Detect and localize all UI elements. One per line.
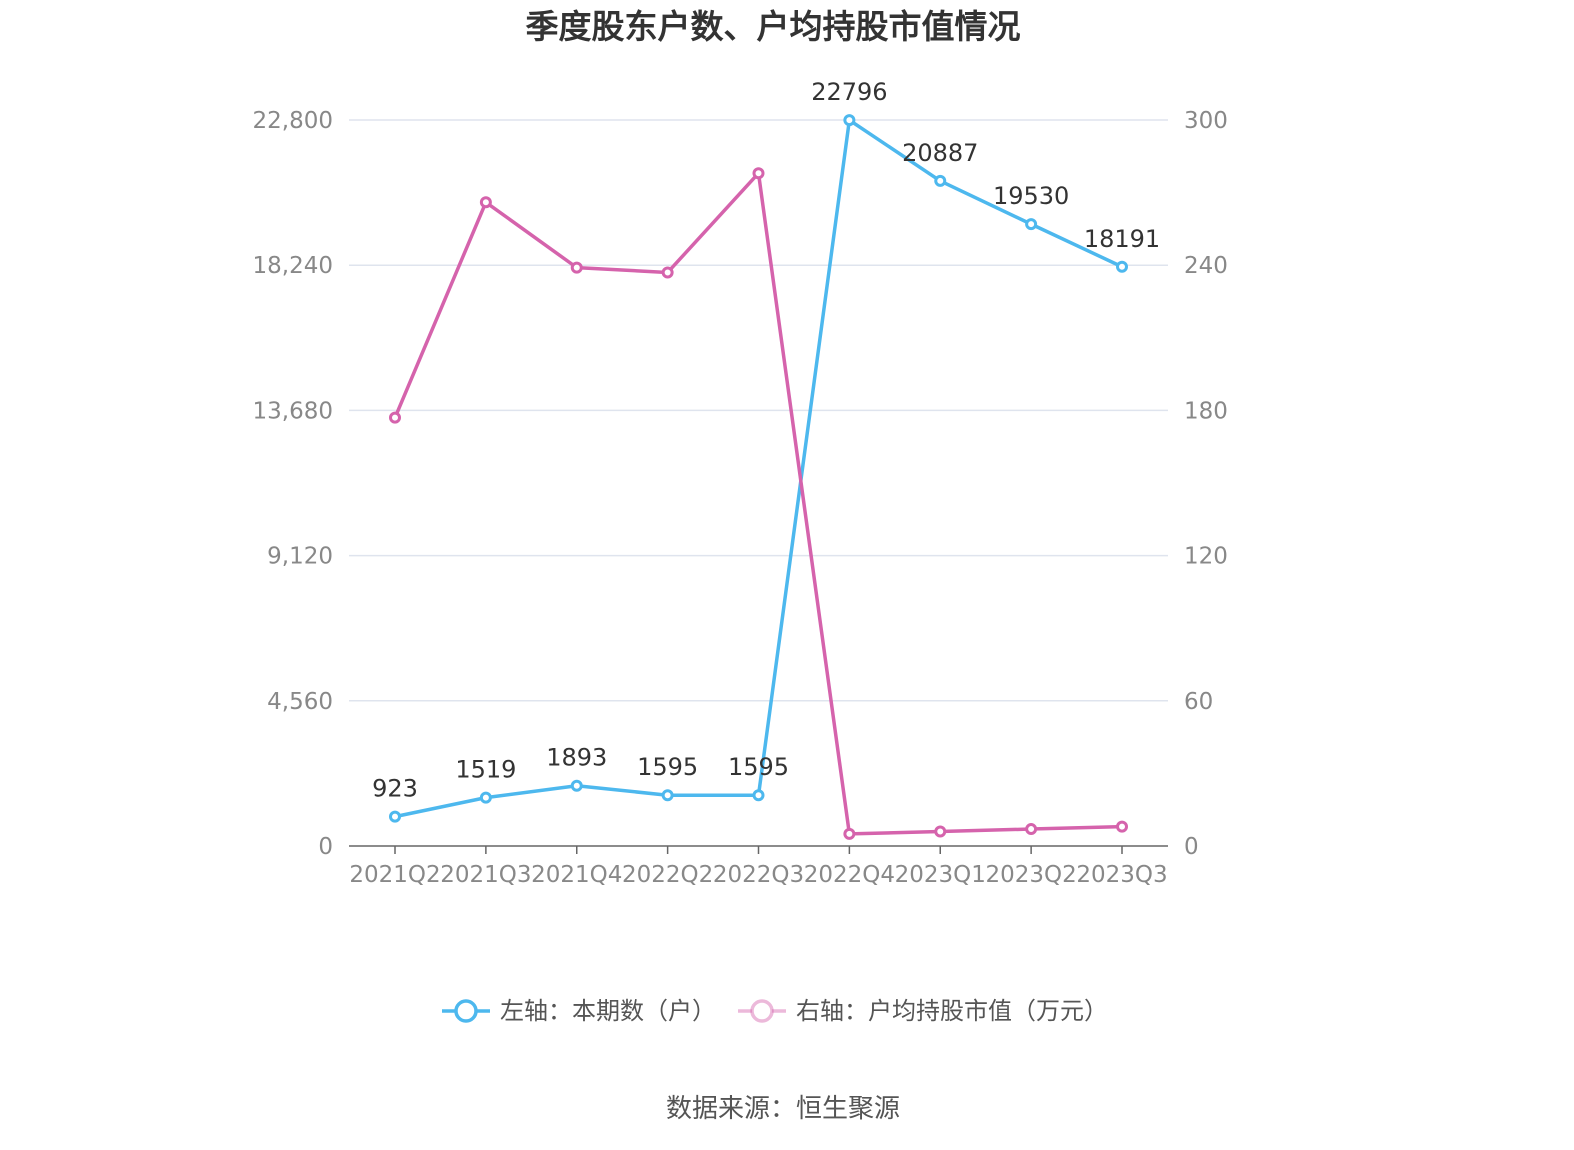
series-line-1 [394, 118, 1123, 819]
data-point [843, 827, 856, 840]
data-label: 20887 [902, 139, 978, 167]
data-point [479, 791, 492, 804]
data-point [934, 825, 947, 838]
data-point [661, 266, 674, 279]
data-point [752, 789, 765, 802]
data-label: 1595 [728, 753, 789, 781]
data-point [479, 196, 492, 209]
data-point [843, 114, 856, 127]
x-tick-label: 2022Q3 [713, 862, 804, 888]
y-left-tick-label: 4,560 [267, 689, 333, 715]
legend-marker [454, 999, 478, 1023]
data-point [661, 789, 674, 802]
data-label: 22796 [811, 78, 887, 106]
legend-label: 右轴：户均持股市值（万元） [796, 997, 1108, 1025]
x-tick-label: 2021Q3 [440, 862, 531, 888]
axes: 0 4,560 9,120 13,680 18,240 22,800 0 60 120 180 24… [253, 108, 1228, 888]
data-point [1025, 823, 1038, 836]
data-label: 18191 [1084, 225, 1160, 253]
x-tick-label: 2023Q1 [895, 862, 986, 888]
data-source: 数据来源：恒生聚源 [666, 1094, 900, 1124]
data-point [389, 411, 401, 424]
series-line-2 [393, 171, 1123, 836]
x-tick-label: 2021Q2 [349, 862, 440, 888]
data-label: 1519 [455, 756, 516, 784]
y-right-tick-label: 300 [1184, 108, 1228, 134]
y-right-tick-label: 0 [1184, 834, 1199, 860]
legend[interactable]: 左轴：本期数（户） 右轴：户均持股市值（万元） [442, 997, 1108, 1025]
data-point [570, 261, 583, 274]
legend-item-1[interactable]: 左轴：本期数（户） [442, 997, 716, 1025]
series-lines [389, 114, 1128, 840]
y-right-tick-label: 60 [1184, 689, 1213, 715]
x-tick-label: 2023Q3 [1076, 862, 1167, 888]
legend-label: 左轴：本期数（户） [500, 997, 716, 1025]
data-label: 1595 [637, 753, 698, 781]
data-label: 1893 [546, 744, 607, 772]
grid-lines [349, 119, 1168, 702]
chart-title: 季度股东户数、户均持股市值情况 [526, 7, 1021, 46]
x-tick-label: 2023Q2 [985, 862, 1076, 888]
y-right-tick-label: 180 [1184, 398, 1228, 424]
x-tick-label: 2021Q4 [531, 862, 622, 888]
y-right-tick-label: 240 [1184, 253, 1228, 279]
x-tick-label: 2022Q2 [622, 862, 713, 888]
data-point [1116, 820, 1128, 833]
data-point [752, 167, 765, 180]
y-left-tick-label: 22,800 [253, 108, 333, 134]
y-left-tick-label: 13,680 [253, 398, 333, 424]
data-point [1025, 218, 1038, 231]
data-point [389, 810, 401, 823]
data-point [934, 174, 947, 187]
legend-item-2[interactable]: 右轴：户均持股市值（万元） [738, 997, 1108, 1025]
data-label: 19530 [993, 182, 1069, 210]
data-labels: 923 1519 1893 1595 1595 22796 20887 19530 18191 [372, 78, 1160, 802]
y-right-tick-label: 120 [1184, 544, 1228, 570]
y-left-tick-label: 18,240 [253, 253, 333, 279]
data-point [1116, 260, 1128, 273]
y-left-tick-label: 0 [318, 834, 333, 860]
data-label: 923 [372, 775, 418, 803]
x-tick-label: 2022Q4 [804, 862, 895, 888]
data-point [570, 779, 583, 792]
y-left-tick-label: 9,120 [267, 544, 333, 570]
legend-marker [750, 999, 774, 1023]
